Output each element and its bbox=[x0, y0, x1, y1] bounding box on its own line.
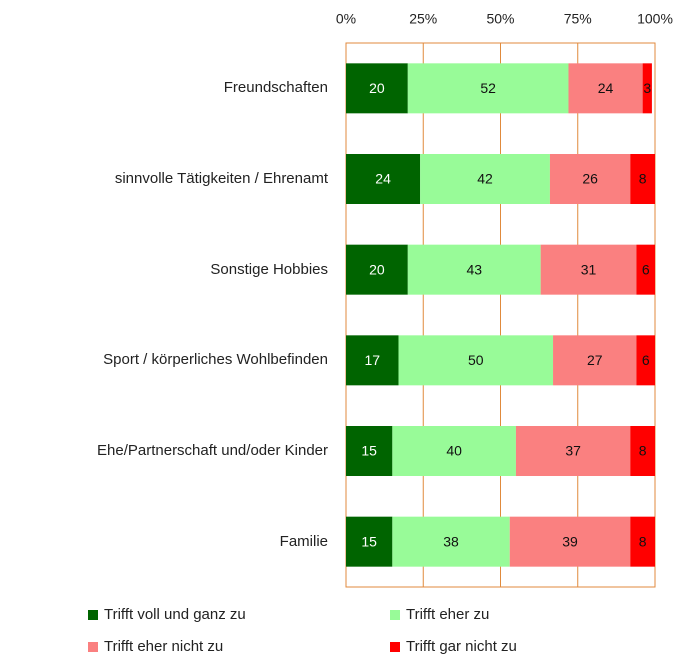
x-tick-label: 0% bbox=[336, 11, 356, 27]
legend-swatch bbox=[88, 610, 98, 620]
data-label: 17 bbox=[364, 352, 380, 368]
legend-label: Trifft gar nicht zu bbox=[406, 638, 517, 655]
data-label: 38 bbox=[443, 533, 459, 549]
legend-swatch bbox=[88, 642, 98, 652]
bar-segment bbox=[346, 335, 399, 386]
bar-segment bbox=[346, 63, 408, 114]
category-label: Sonstige Hobbies bbox=[210, 260, 328, 278]
bar-segment bbox=[549, 154, 631, 204]
data-label: 24 bbox=[598, 80, 614, 96]
bar-segment bbox=[540, 244, 637, 295]
bar-segment bbox=[346, 426, 393, 476]
data-label: 3 bbox=[643, 80, 651, 96]
bar-segment bbox=[636, 244, 655, 295]
bar-segment bbox=[392, 516, 510, 567]
data-label: 37 bbox=[565, 443, 581, 459]
bar-segment bbox=[407, 63, 569, 114]
x-tick-label: 75% bbox=[564, 11, 592, 27]
data-label: 40 bbox=[446, 443, 462, 459]
data-label: 52 bbox=[480, 80, 496, 96]
category-label: Ehe/Partnerschaft und/oder Kinder bbox=[97, 442, 328, 459]
bar-segment bbox=[509, 516, 631, 567]
data-label: 31 bbox=[581, 261, 597, 277]
bar-segment bbox=[346, 244, 408, 295]
bar-segment bbox=[630, 516, 655, 567]
data-label: 8 bbox=[639, 533, 647, 549]
legend-label: Trifft eher nicht zu bbox=[104, 638, 223, 655]
bar-segment bbox=[515, 426, 631, 476]
legend-swatch bbox=[390, 642, 400, 652]
category-label: sinnvolle Tätigkeiten / Ehrenamt bbox=[114, 170, 328, 187]
category-label: Freundschaften bbox=[223, 79, 328, 97]
bar-segment bbox=[568, 63, 643, 114]
bar-segment bbox=[420, 154, 550, 204]
data-label: 27 bbox=[587, 352, 603, 368]
x-tick-label: 100% bbox=[637, 11, 673, 27]
data-label: 43 bbox=[466, 261, 482, 277]
data-label: 20 bbox=[369, 261, 385, 277]
data-label: 8 bbox=[639, 443, 647, 459]
bar-segment bbox=[346, 516, 393, 567]
legend-swatch bbox=[390, 610, 400, 620]
category-label: Familie bbox=[279, 532, 328, 550]
bar-segment bbox=[407, 244, 541, 295]
bar-segment bbox=[630, 154, 655, 204]
data-label: 20 bbox=[369, 80, 385, 96]
bar-segment bbox=[392, 426, 516, 476]
legend-label: Trifft voll und ganz zu bbox=[104, 606, 246, 623]
bar-segment bbox=[630, 426, 655, 476]
x-tick-label: 50% bbox=[486, 11, 514, 27]
data-label: 42 bbox=[477, 171, 493, 187]
category-label: Sport / körperliches Wohlbefinden bbox=[103, 351, 328, 369]
data-label: 15 bbox=[361, 533, 377, 549]
bar-segment bbox=[636, 335, 655, 386]
data-label: 26 bbox=[582, 171, 598, 187]
data-label: 6 bbox=[642, 261, 650, 277]
data-label: 15 bbox=[361, 443, 377, 459]
data-label: 6 bbox=[642, 352, 650, 368]
bar-segment bbox=[642, 63, 652, 114]
bar-segment bbox=[398, 335, 554, 386]
plot-border bbox=[345, 42, 656, 588]
bar-segment bbox=[553, 335, 637, 386]
x-tick-label: 25% bbox=[409, 11, 437, 27]
data-label: 39 bbox=[562, 533, 578, 549]
data-label: 24 bbox=[375, 171, 391, 187]
bar-segment bbox=[346, 154, 421, 204]
data-label: 8 bbox=[639, 171, 647, 187]
legend-label: Trifft eher zu bbox=[406, 606, 489, 623]
data-label: 50 bbox=[468, 352, 484, 368]
